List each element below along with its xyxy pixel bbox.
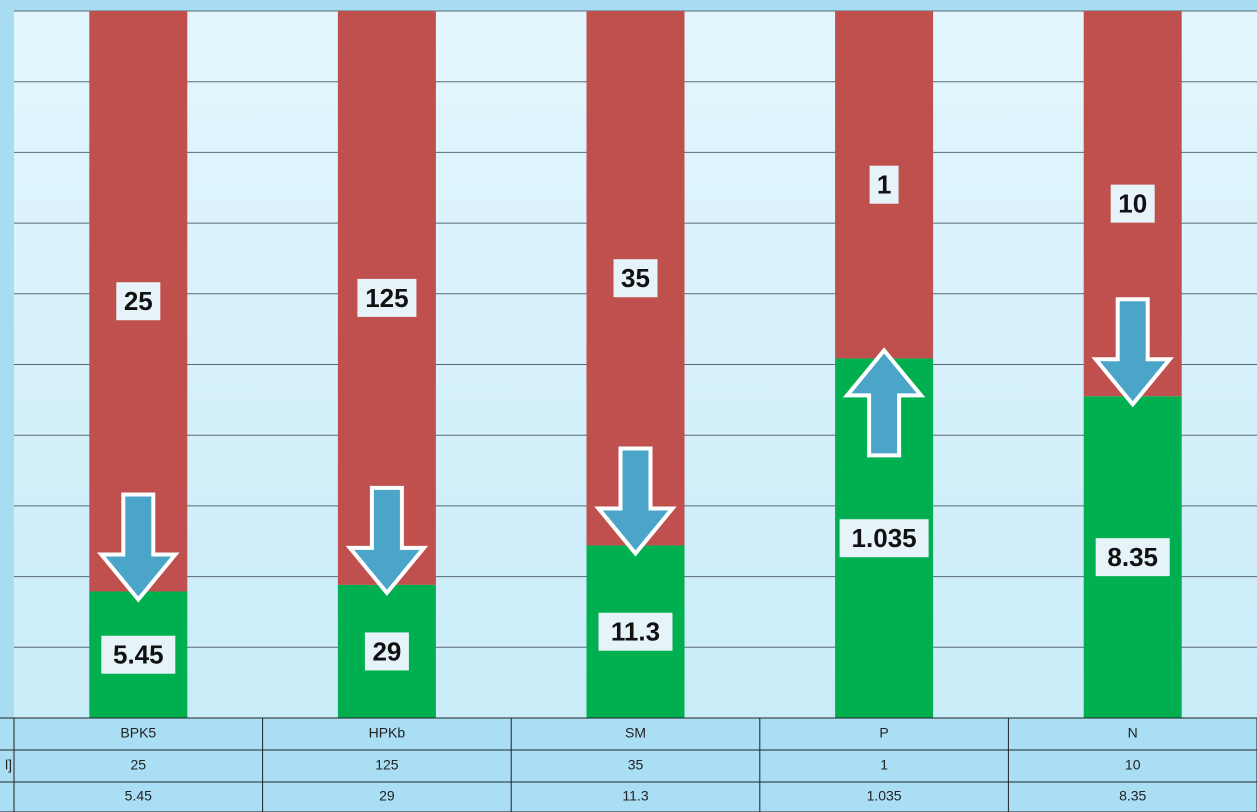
trend-arrow [345,485,429,597]
trend-arrow [594,446,677,557]
table-cell: 29 [379,788,395,804]
data-label-box [357,278,417,317]
data-label-box [613,259,658,298]
table-header: N [1128,725,1138,741]
data-label: 11.3 [611,617,660,647]
data-label: 5.45 [113,640,164,670]
table-cell: 8.35 [1119,788,1146,804]
table-cell: 1.035 [867,788,902,804]
table-header: P [879,725,888,741]
table-cell: 125 [375,757,399,773]
table-header: SM [625,725,646,741]
data-label: 1 [877,170,891,200]
table-cell: 11.3 [622,788,648,804]
data-label-box [1110,184,1155,223]
data-label-box [839,519,929,558]
data-label-box [101,635,176,674]
data-label-box [869,165,899,204]
data-label-box [1095,538,1170,577]
data-label: 35 [621,263,650,293]
table-cell: 25 [131,757,147,773]
table-header: BPK5 [120,725,156,741]
data-label: 8.35 [1107,542,1158,572]
table-header: HPKb [369,725,406,741]
data-table [0,718,1257,812]
data-label: 29 [372,636,401,666]
data-label-box [116,282,161,321]
table-row-label: l] [5,757,12,773]
trend-arrow [842,347,926,458]
data-label: 10 [1118,189,1147,219]
table-cell: 35 [628,757,644,773]
data-label: 1.035 [852,523,917,553]
table-cell: 10 [1125,757,1141,773]
data-label-box [364,632,409,671]
trend-arrow [97,492,180,603]
data-label-box [598,612,673,651]
trend-arrow [1091,297,1174,408]
data-label: 25 [124,286,153,316]
data-label: 125 [365,283,408,313]
table-cell: 1 [880,757,888,773]
table-cell: 5.45 [125,788,152,804]
